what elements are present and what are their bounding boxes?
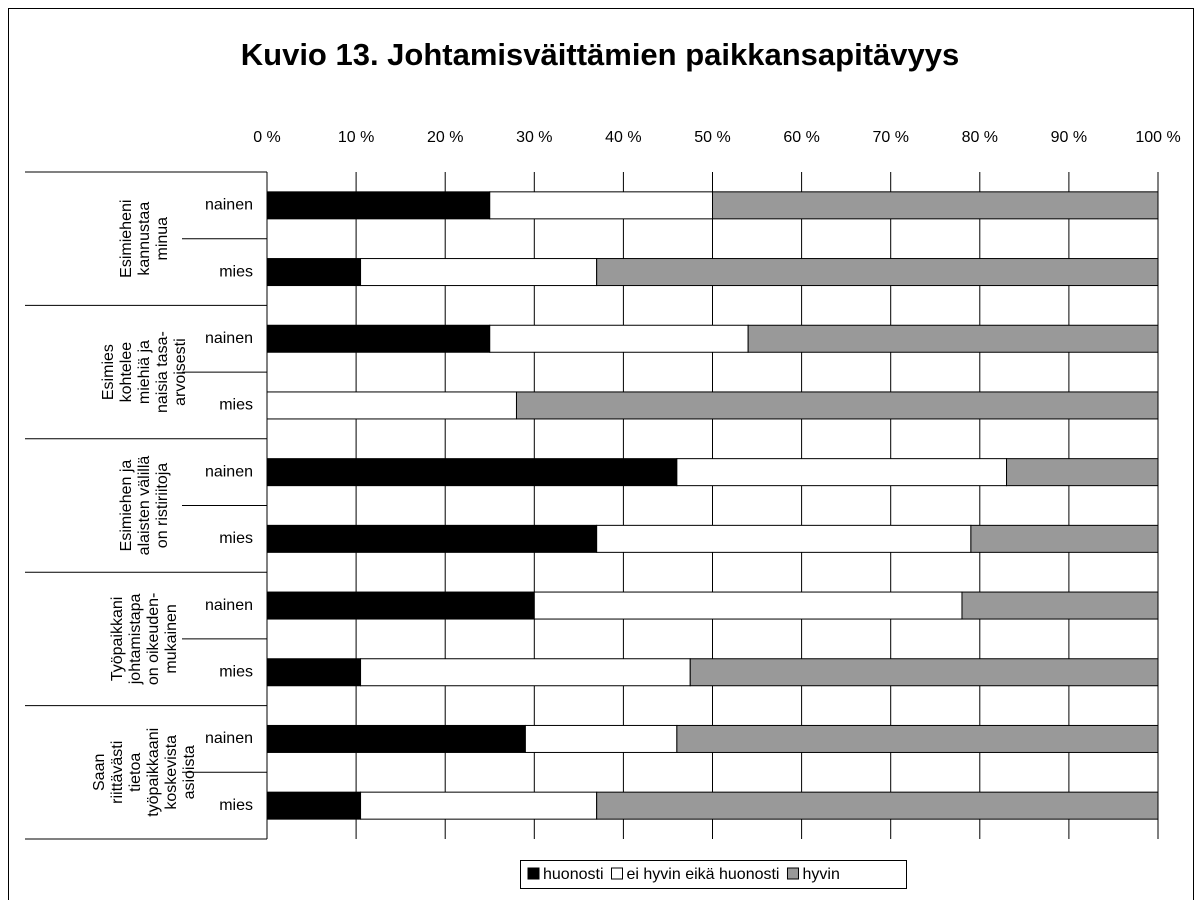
y-tick-label: nainen xyxy=(205,730,253,747)
bar-segment xyxy=(266,191,491,220)
x-tick-label: 80 % xyxy=(962,129,998,146)
legend-label: hyvin xyxy=(802,866,839,883)
x-tick-label: 90 % xyxy=(1051,129,1087,146)
group-label: naisia tasa- xyxy=(154,331,171,413)
bar-segment xyxy=(596,791,1159,820)
bar-segment xyxy=(360,791,598,820)
bar-segment xyxy=(266,591,535,620)
group-label: miehiä ja xyxy=(136,340,153,404)
group-label: arvoisesti xyxy=(172,338,189,406)
bar-segment xyxy=(489,191,713,220)
bar-segment xyxy=(961,591,1159,620)
group-label: kohtelee xyxy=(118,342,135,403)
bar-segment xyxy=(266,258,362,287)
bar-segment xyxy=(515,391,1159,420)
y-tick-label: nainen xyxy=(205,597,253,614)
bar-segment xyxy=(266,458,678,487)
bar-segment xyxy=(266,324,491,353)
bar-segment xyxy=(689,658,1159,687)
group-label: on oikeuden- xyxy=(145,593,162,686)
y-tick-label: nainen xyxy=(205,197,253,214)
bar-segment xyxy=(676,458,1008,487)
group-label: työpaikkaani xyxy=(145,728,162,817)
x-tick-label: 70 % xyxy=(872,129,908,146)
bar-segment xyxy=(266,724,526,753)
y-tick-label: nainen xyxy=(205,463,253,480)
group-label: johtamistapa xyxy=(127,593,144,685)
chart-title: Kuvio 13. Johtamisväittämien paikkansapi… xyxy=(241,37,959,72)
frame xyxy=(8,8,1194,900)
legend-swatch xyxy=(786,867,799,880)
group-label: alaisten välillä xyxy=(136,456,153,556)
x-tick-label: 40 % xyxy=(605,129,641,146)
group-label: on ristiriitoja xyxy=(154,463,171,548)
legend-swatch xyxy=(611,867,623,880)
x-tick-label: 30 % xyxy=(516,129,552,146)
bar-segment xyxy=(1006,458,1159,487)
bar-segment xyxy=(712,191,1159,220)
bar-segment xyxy=(676,724,1159,753)
bar-segment xyxy=(747,324,1159,353)
bar-segment xyxy=(360,658,691,687)
bar-segment xyxy=(489,324,749,353)
group-label: koskevista xyxy=(163,735,180,810)
group-label: Esimieheni xyxy=(118,200,135,278)
bar-segment xyxy=(533,591,963,620)
bar-segment xyxy=(596,258,1159,287)
y-tick-label: mies xyxy=(219,530,253,547)
y-tick-label: mies xyxy=(219,797,253,814)
legend-box xyxy=(520,860,907,889)
x-tick-label: 20 % xyxy=(427,129,463,146)
y-tick-label: nainen xyxy=(205,330,253,347)
x-tick-label: 10 % xyxy=(338,129,374,146)
bar-segment xyxy=(596,524,972,553)
y-tick-label: mies xyxy=(219,397,253,414)
legend-label: huonosti xyxy=(543,866,604,883)
bar-segment xyxy=(970,524,1159,553)
group-label: riittävästi xyxy=(109,741,126,804)
bar-segment xyxy=(266,524,598,553)
bar-segment xyxy=(360,258,598,287)
group-label: mukainen xyxy=(163,604,180,673)
legend-swatch xyxy=(527,867,540,880)
group-label: tietoa xyxy=(127,753,144,792)
group-label: minua xyxy=(154,217,171,261)
bar-segment xyxy=(266,791,362,820)
group-label: Saan xyxy=(91,754,108,791)
x-tick-label: 50 % xyxy=(694,129,730,146)
x-tick-label: 0 % xyxy=(253,129,281,146)
bar-segment xyxy=(266,391,517,420)
bar-segment xyxy=(266,658,362,687)
legend-label: ei hyvin eikä huonosti xyxy=(627,866,780,883)
y-tick-label: mies xyxy=(219,263,253,280)
group-label: Esimies xyxy=(100,344,117,400)
y-tick-label: mies xyxy=(219,663,253,680)
group-label: kannustaa xyxy=(136,202,153,276)
bar-segment xyxy=(524,724,678,753)
x-tick-label: 100 % xyxy=(1135,129,1180,146)
group-label: Esimiehen ja xyxy=(118,460,135,552)
group-label: Työpaikkani xyxy=(109,597,126,682)
x-tick-label: 60 % xyxy=(783,129,819,146)
